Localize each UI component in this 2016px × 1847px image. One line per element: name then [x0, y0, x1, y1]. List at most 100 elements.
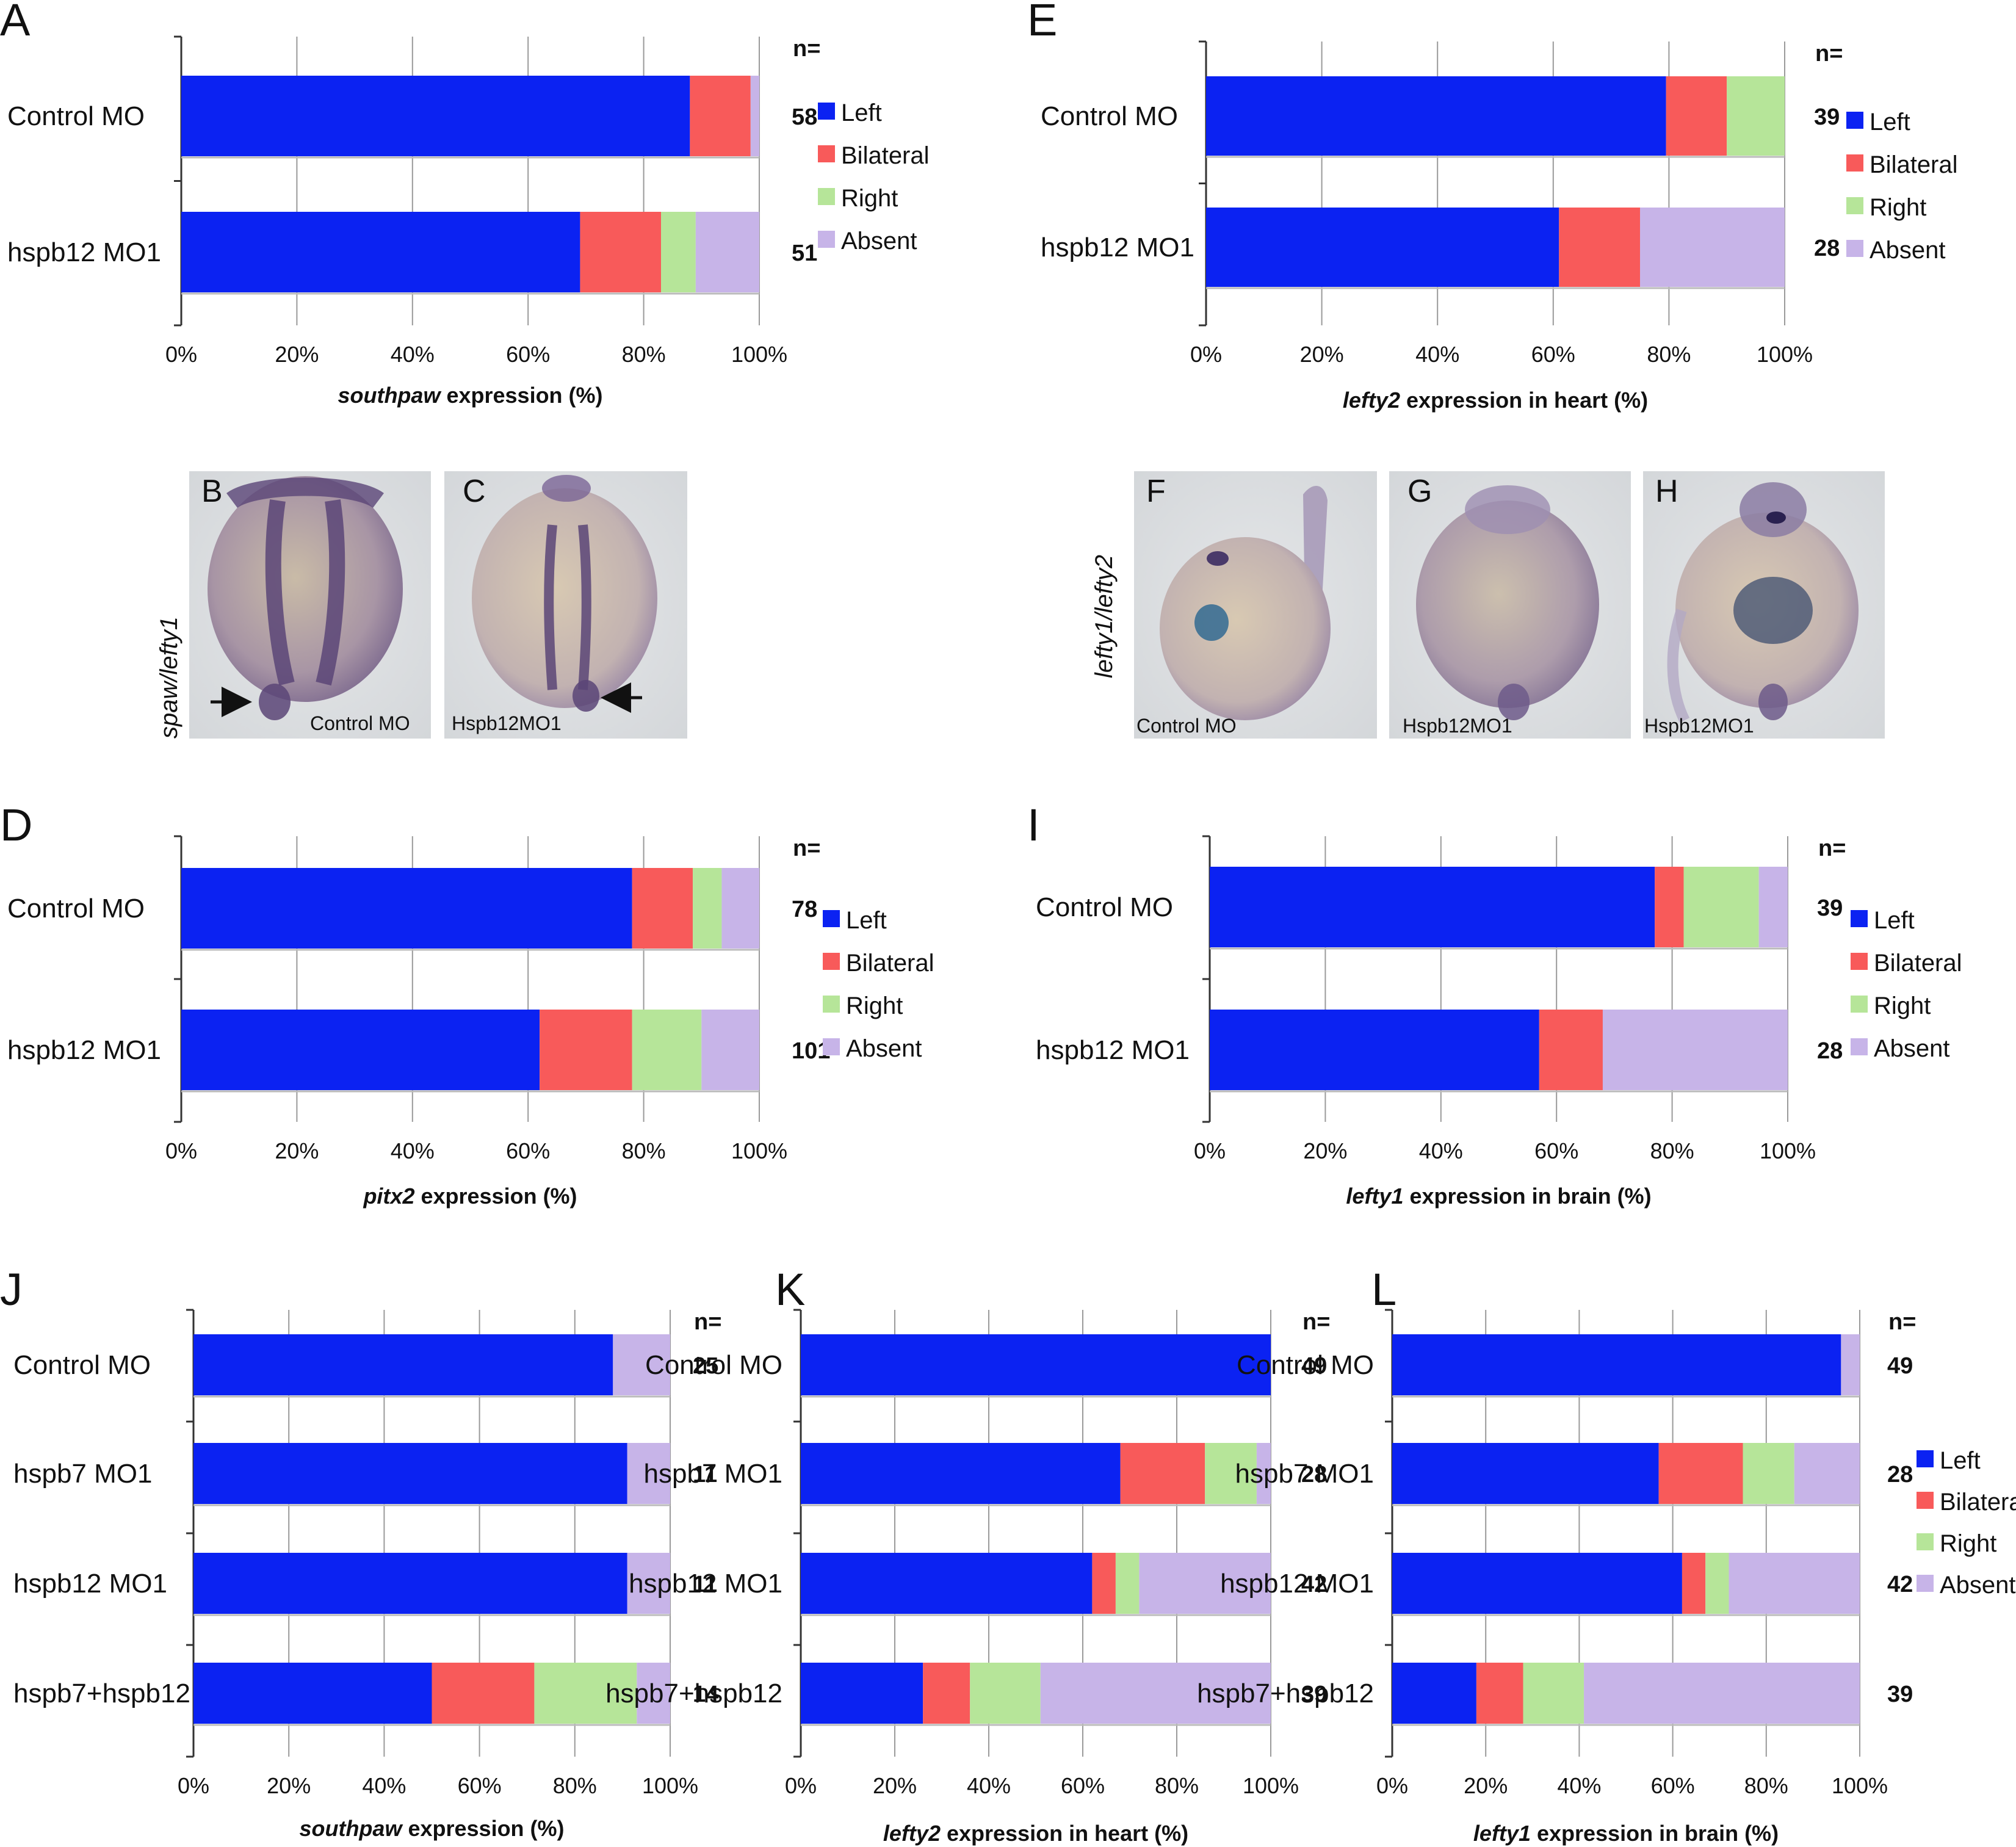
bar-absent-control-mo [1758, 867, 1788, 947]
bar-absent-hspb7-mo1 [1794, 1443, 1860, 1504]
n-value: 42 [1301, 1572, 1327, 1597]
panel-letter-a: A [0, 0, 31, 45]
bar-left-hspb7-hspb12 [193, 1663, 432, 1724]
x-axis-label-gene: pitx2 [363, 1184, 414, 1209]
x-tick-label: 80% [553, 1773, 597, 1798]
bar-bilateral-hspb7-mo1 [1120, 1443, 1205, 1504]
bar-bilateral-control-mo [632, 868, 693, 949]
x-tick-label: 100% [1760, 1138, 1816, 1163]
bar-absent-hspb12-mo1 [627, 1553, 670, 1614]
bar-bilateral-control-mo [1666, 76, 1727, 156]
legend-swatch-absent [1846, 240, 1863, 257]
bar-left-hspb12-mo1 [193, 1553, 627, 1614]
x-tick-label: 0% [1194, 1138, 1226, 1163]
image-panel-h: H Hspb12MO1 [1643, 471, 1885, 739]
n-value: 25 [693, 1353, 718, 1379]
x-tick-label: 40% [391, 1138, 435, 1163]
category-label: hspb12 MO1 [1036, 1035, 1190, 1065]
x-tick-label: 100% [731, 342, 787, 367]
x-axis-label-gene: southpaw [338, 383, 441, 408]
image-panel-g: G Hspb12MO1 [1389, 471, 1631, 739]
legend-swatch-right [1846, 197, 1863, 214]
legend-swatch-left [1846, 112, 1863, 129]
bar-absent-hspb7-hspb12 [1584, 1663, 1860, 1724]
bar-right-control-mo [693, 868, 722, 949]
bar-left-control-mo [1206, 76, 1666, 156]
n-value: 28 [1814, 236, 1840, 261]
n-header: n= [1818, 836, 1846, 861]
x-tick-label: 60% [1534, 1138, 1578, 1163]
x-tick-label: 100% [642, 1773, 698, 1798]
panel-letter-f: F [1146, 474, 1166, 509]
panel-letter-c: C [463, 474, 486, 509]
category-label: hspb7+hspb12 [605, 1679, 782, 1708]
legend-swatch-bilateral [1846, 154, 1863, 172]
category-label: hspb7 MO1 [1235, 1459, 1374, 1489]
image-panels: spaw/lefty1 lefty1/lefty2 B Control MO C… [156, 471, 1885, 739]
image-panel-c: C Hspb12MO1 [444, 471, 687, 739]
category-label: hspb12 MO1 [629, 1569, 782, 1599]
x-tick-label: 20% [275, 1138, 319, 1163]
legend-label-left: Left [1870, 109, 1910, 136]
legend-label-right: Right [1940, 1530, 1996, 1557]
legend-swatch-bilateral [823, 953, 840, 970]
legend-swatch-left [823, 910, 840, 927]
x-axis-label: lefty2 expression in heart (%) [1343, 388, 1648, 413]
category-label: hspb7+hspb12 [13, 1679, 190, 1708]
x-axis-label-gene: southpaw [299, 1816, 403, 1841]
n-value: 42 [1887, 1572, 1913, 1597]
bar-bilateral-hspb12-mo1 [1559, 208, 1640, 287]
n-header: n= [1888, 1309, 1916, 1335]
legend-label-absent: Absent [841, 228, 917, 255]
legend-swatch-left [1851, 910, 1868, 927]
bar-bilateral-control-mo [690, 76, 751, 156]
image-caption-h: Hspb12MO1 [1644, 715, 1754, 737]
bar-right-hspb12-mo1 [661, 212, 696, 292]
bar-left-hspb12-mo1 [801, 1553, 1093, 1614]
panel-letter-g: G [1407, 474, 1432, 509]
n-value: 39 [1887, 1682, 1913, 1707]
panel-letter-b: B [201, 474, 223, 509]
chart-panel-i: I 0% 20% 40% 60% 80% 100% Control MO 39 hspb12 MO… [1027, 800, 1962, 1209]
category-label: Control MO [13, 1350, 151, 1380]
bar-right-hspb12-mo1 [1705, 1553, 1729, 1614]
legend-label-bilateral: Bilateral [846, 950, 934, 977]
x-tick-label: 80% [1744, 1773, 1788, 1798]
x-tick-label: 0% [165, 1138, 197, 1163]
bar-left-control-mo [801, 1334, 1271, 1395]
x-tick-label: 60% [506, 342, 550, 367]
x-tick-label: 60% [458, 1773, 502, 1798]
panel-letter-e: E [1027, 0, 1057, 45]
n-header: n= [793, 36, 820, 62]
bar-bilateral-hspb12-mo1 [1539, 1010, 1603, 1090]
bar-right-control-mo [1727, 76, 1785, 156]
x-axis-label-gene: lefty2 [883, 1821, 941, 1846]
n-value: 28 [1817, 1038, 1843, 1064]
chart-panel-k: K 0% 20% 40% 60% 80% 100% Control MO 49 hspb7 MO1… [605, 1264, 1330, 1846]
bar-left-control-mo [181, 76, 690, 156]
n-header: n= [793, 836, 820, 861]
x-tick-label: 40% [362, 1773, 406, 1798]
x-axis-label: lefty1 expression in brain (%) [1346, 1184, 1651, 1209]
n-value: 28 [1301, 1462, 1327, 1487]
bar-left-hspb12-mo1 [1210, 1010, 1539, 1090]
x-tick-label: 0% [165, 342, 197, 367]
category-label: hspb12 MO1 [7, 1035, 161, 1065]
chart-panel-j: J 0% 20% 40% 60% 80% 100% Control MO 25 hspb7 MO1… [0, 1264, 721, 1841]
legend-label-left: Left [841, 99, 882, 126]
x-tick-label: 40% [391, 342, 435, 367]
legend-label-left: Left [1940, 1447, 1981, 1474]
x-tick-label: 80% [622, 342, 666, 367]
category-label: hspb7 MO1 [644, 1459, 782, 1489]
x-axis-label: lefty1 expression in brain (%) [1473, 1821, 1779, 1846]
x-tick-label: 40% [1415, 342, 1459, 367]
legend-swatch-right [1917, 1533, 1934, 1550]
chart-panel-e: E 0% 20% 40% 60% 80% 100% Control MO 39 hspb12 MO… [1027, 0, 1958, 413]
x-tick-label: 20% [267, 1773, 311, 1798]
legend-label-absent: Absent [1870, 237, 1946, 264]
n-value: 39 [1814, 104, 1840, 130]
category-label: Control MO [1036, 892, 1173, 922]
bar-absent-hspb12-mo1 [701, 1010, 759, 1090]
